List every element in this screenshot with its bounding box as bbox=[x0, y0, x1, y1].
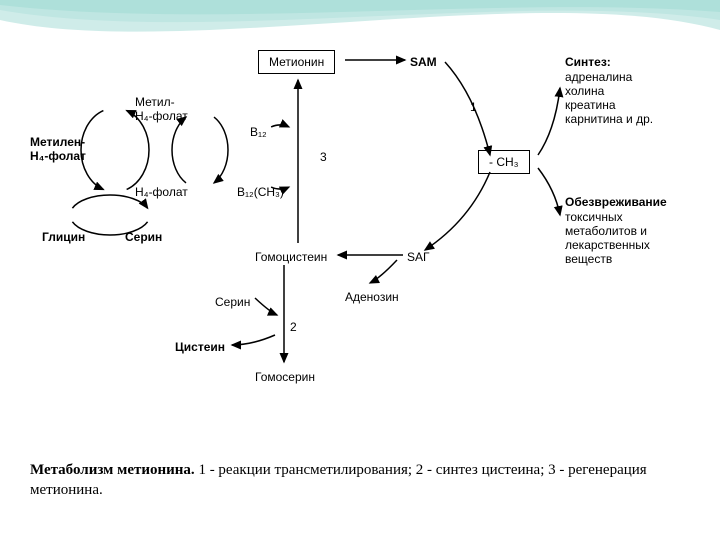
node-b12: B₁₂ bbox=[250, 125, 267, 139]
node-sam: SAM bbox=[410, 55, 437, 69]
node-num1: 1 bbox=[470, 100, 477, 114]
caption-title: Метаболизм метионина. bbox=[30, 462, 195, 478]
node-methyl_folate: Метил- H₄-фолат bbox=[135, 95, 188, 123]
caption: Метаболизм метионина. 1 - реакции трансм… bbox=[30, 460, 690, 501]
node-sag: SAГ bbox=[407, 250, 430, 264]
node-b12ch3: B₁₂(CH₃) bbox=[237, 185, 284, 199]
node-glycine: Глицин bbox=[42, 230, 85, 244]
node-num3: 3 bbox=[320, 150, 327, 164]
node-synth_title: Синтез: bbox=[565, 55, 611, 69]
node-adenosine: Аденозин bbox=[345, 290, 399, 304]
metabolism-diagram: Метионин SAM Синтез:адреналина холина креа… bbox=[0, 0, 720, 440]
node-homocysteine: Гомоцистеин bbox=[255, 250, 327, 264]
node-homoserine: Гомосерин bbox=[255, 370, 315, 384]
node-h4_folate: H₄-фолат bbox=[135, 185, 188, 199]
node-serine2: Серин bbox=[215, 295, 250, 309]
node-detox_body: токсичных метаболитов и лекарственных ве… bbox=[565, 210, 650, 266]
node-methionine: Метионин bbox=[258, 50, 335, 74]
node-serine1: Серин bbox=[125, 230, 162, 244]
node-synth_body: адреналина холина креатина карнитина и д… bbox=[565, 70, 653, 126]
node-methylene: Метилен- H₄-фолат bbox=[30, 135, 86, 163]
node-detox_title: Обезвреживание bbox=[565, 195, 667, 209]
node-ch3: - CH₃ bbox=[478, 150, 530, 174]
node-cysteine: Цистеин bbox=[175, 340, 225, 354]
node-num2: 2 bbox=[290, 320, 297, 334]
